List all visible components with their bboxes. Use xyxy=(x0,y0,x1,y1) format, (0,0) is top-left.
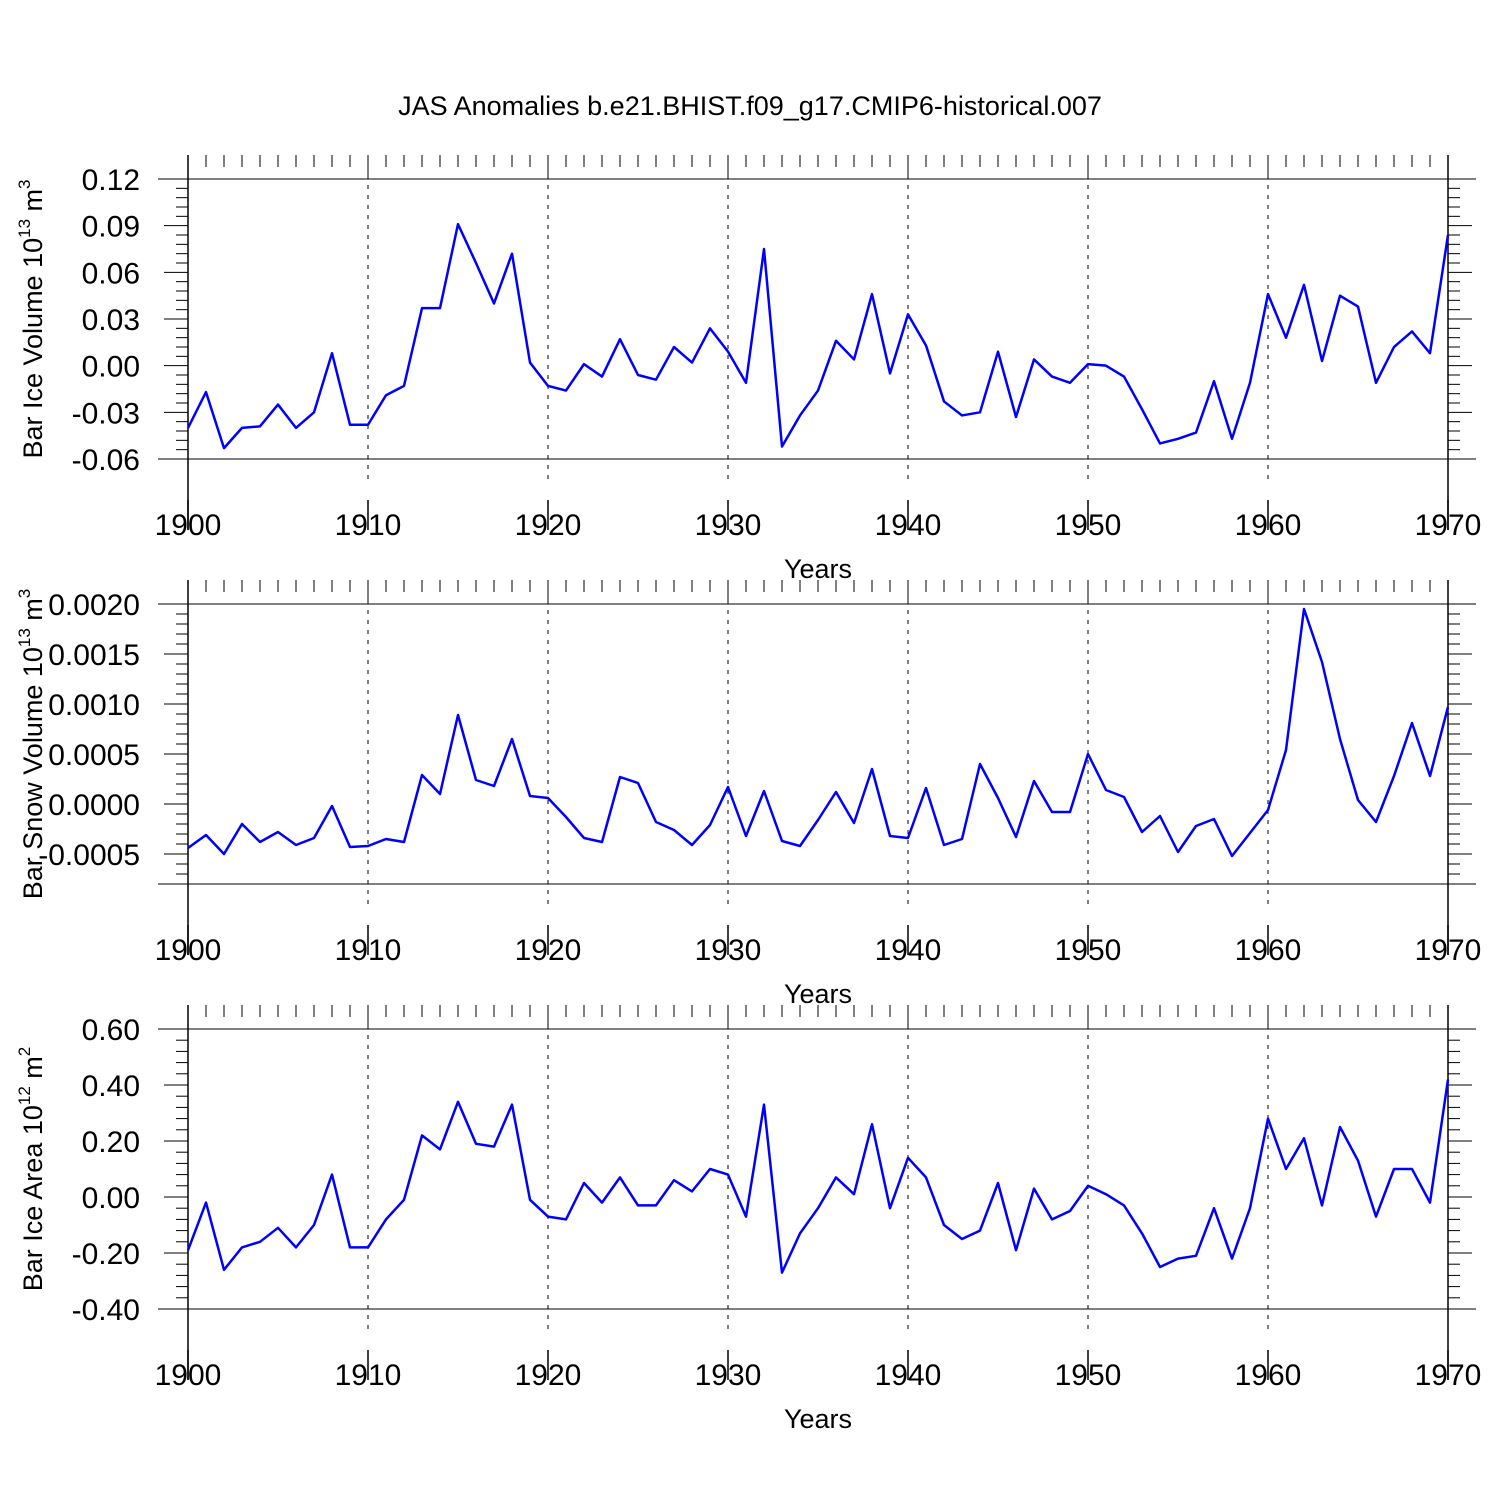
y-tick-label: -0.03 xyxy=(72,397,140,430)
y-tick-label: 0.0000 xyxy=(48,789,140,822)
panels: -0.06 -0.03 0.00 0.03 0.06 0.09 0.12 1900 1910 19… xyxy=(15,155,1481,1434)
y-tick-label: 0.0010 xyxy=(48,689,140,722)
y-tick-label: 0.12 xyxy=(82,164,140,197)
y-tick-label: 0.60 xyxy=(82,1014,140,1047)
x-tick-label: 1900 xyxy=(155,934,222,967)
panel-1: -0.06 -0.03 0.00 0.03 0.06 0.09 0.12 1900 1910 19… xyxy=(15,155,1481,584)
x-tick-label: 1960 xyxy=(1235,1359,1302,1392)
y-tick-label: -0.06 xyxy=(72,444,140,477)
x-axis-title: Years xyxy=(784,1404,852,1434)
x-tick-label: 1910 xyxy=(335,509,402,542)
x-axis-title: Years xyxy=(784,979,852,1009)
x-tick-label: 1940 xyxy=(875,934,942,967)
x-tick-label: 1930 xyxy=(695,1359,762,1392)
panel-3: -0.40 -0.20 0.00 0.20 0.40 0.60 1900 1910 1920 19… xyxy=(15,1005,1481,1434)
x-tick-label: 1940 xyxy=(875,1359,942,1392)
x-tick-label: 1960 xyxy=(1235,934,1302,967)
x-axis-title: Years xyxy=(784,554,852,584)
x-tick-label: 1910 xyxy=(335,934,402,967)
y-tick-label: 0.0005 xyxy=(48,739,140,772)
x-tick-label: 1930 xyxy=(695,934,762,967)
y-axis-title: Bar Ice Volume 1013 m3 xyxy=(15,179,48,458)
y-tick-label: 0.0015 xyxy=(48,639,140,672)
y-tick-label: -0.20 xyxy=(72,1238,140,1271)
y-axis-title: Bar Ice Area 1012 m2 xyxy=(15,1047,48,1292)
y-tick-label: 0.40 xyxy=(82,1070,140,1103)
x-tick-label: 1970 xyxy=(1415,509,1482,542)
x-tick-label: 1900 xyxy=(155,509,222,542)
y-tick-label: 0.09 xyxy=(82,211,140,244)
x-tick-label: 1930 xyxy=(695,509,762,542)
x-tick-label: 1920 xyxy=(515,509,582,542)
x-tick-label: 1900 xyxy=(155,1359,222,1392)
x-tick-label: 1960 xyxy=(1235,509,1302,542)
y-tick-label: 0.0020 xyxy=(48,589,140,622)
figure-title: JAS Anomalies b.e21.BHIST.f09_g17.CMIP6-… xyxy=(398,91,1102,121)
x-tick-label: 1950 xyxy=(1055,509,1122,542)
series-line xyxy=(186,222,1450,450)
series-line xyxy=(186,1079,1450,1274)
y-axis-title: Bar Snow Volume 1013 m3 xyxy=(15,589,48,900)
x-tick-label: 1920 xyxy=(515,934,582,967)
y-tick-label: 0.20 xyxy=(82,1126,140,1159)
panel-2: -0.0005 0.0000 0.0005 0.0010 0.0015 0.0020 190… xyxy=(15,580,1481,1009)
x-tick-label: 1940 xyxy=(875,509,942,542)
x-tick-label: 1950 xyxy=(1055,1359,1122,1392)
x-tick-label: 1920 xyxy=(515,1359,582,1392)
y-tick-label: 0.00 xyxy=(82,1182,140,1215)
y-tick-label: 0.03 xyxy=(82,304,140,337)
x-tick-label: 1910 xyxy=(335,1359,402,1392)
x-tick-label: 1950 xyxy=(1055,934,1122,967)
x-tick-label: 1970 xyxy=(1415,1359,1482,1392)
x-tick-label: 1970 xyxy=(1415,934,1482,967)
series-line xyxy=(187,607,1450,858)
y-tick-label: -0.0005 xyxy=(38,839,140,872)
y-tick-label: -0.40 xyxy=(72,1294,140,1327)
y-tick-label: 0.06 xyxy=(82,257,140,290)
y-tick-label: 0.00 xyxy=(82,351,140,384)
